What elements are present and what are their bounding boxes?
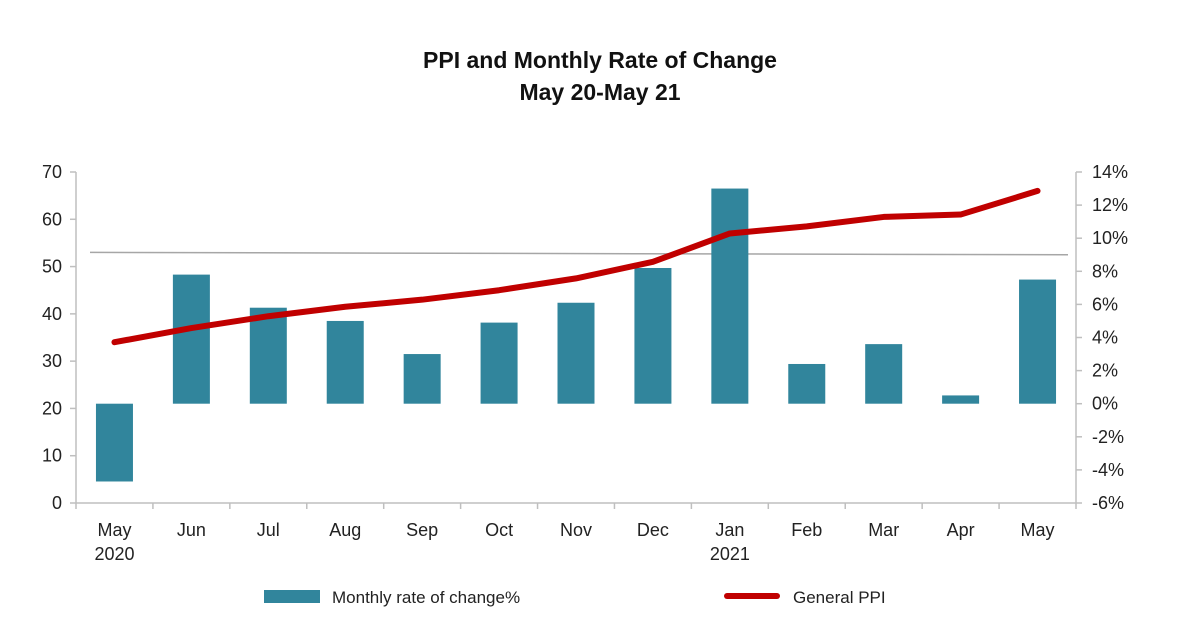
bar-monthly-rate (711, 188, 749, 404)
bar-monthly-rate (865, 344, 903, 404)
y-right-tick-label: 6% (1092, 294, 1118, 314)
bars-group (95, 188, 1057, 482)
y-left-tick-label: 40 (42, 304, 62, 324)
chart-title-block: PPI and Monthly Rate of Change May 20-Ma… (0, 44, 1200, 108)
x-tick-labels-group: May 2020 Jun Jul Aug Sep Oct Nov Dec Jan 2021 Feb Ma… (94, 520, 1054, 564)
x-tick-label: Jan 2021 (710, 520, 750, 564)
bar-monthly-rate (557, 302, 595, 404)
x-tick-label: Feb (791, 520, 822, 540)
y-left-tick-label: 50 (42, 257, 62, 277)
y-right-tick-label: 10% (1092, 228, 1128, 248)
x-tick-label: May 2020 (94, 520, 134, 564)
y-right-tick-label: 8% (1092, 261, 1118, 281)
legend-swatch-monthly-rate (264, 590, 320, 603)
reference-line-group (89, 251, 1069, 256)
y-left-tick-label: 20 (42, 398, 62, 418)
legend-group: Monthly rate of change% General PPI (264, 588, 886, 607)
reference-line (89, 251, 1069, 256)
y-right-tick-label: -6% (1092, 493, 1124, 513)
legend-label-general-ppi: General PPI (793, 588, 886, 607)
bar-monthly-rate (326, 320, 364, 404)
x-tick-label: Aug (329, 520, 361, 540)
x-tick-label: May (1021, 520, 1055, 540)
bar-monthly-rate (788, 363, 826, 404)
x-tick-label: Mar (868, 520, 899, 540)
x-tick-label: Dec (637, 520, 669, 540)
legend-label-monthly-rate: Monthly rate of change% (332, 588, 520, 607)
bar-monthly-rate (172, 274, 210, 404)
y-left-tick-label: 60 (42, 209, 62, 229)
axes-group: 0 10 20 30 40 50 60 70 -6% -4% -2% 0% 2% 4% 6% 8% 10% 12%… (42, 162, 1128, 513)
bar-monthly-rate (249, 307, 287, 404)
y-left-tick-label: 30 (42, 351, 62, 371)
y-right-tick-label: 14% (1092, 162, 1128, 182)
chart-subtitle: May 20-May 21 (519, 79, 681, 105)
y-left-tick-label: 70 (42, 162, 62, 182)
y-right-tick-label: -4% (1092, 460, 1124, 480)
line-group (111, 187, 1041, 346)
bar-monthly-rate (480, 322, 518, 404)
bar-monthly-rate (942, 395, 980, 404)
x-tick-label: Nov (560, 520, 592, 540)
y-right-tick-label: 0% (1092, 394, 1118, 414)
bar-monthly-rate (403, 354, 441, 404)
y-left-tick-label: 10 (42, 446, 62, 466)
y-left-tick-label: 0 (52, 493, 62, 513)
bar-monthly-rate (634, 267, 672, 404)
y-right-tick-label: 2% (1092, 361, 1118, 381)
x-tick-label: Oct (485, 520, 513, 540)
bar-monthly-rate (95, 403, 133, 482)
y-right-tick-label: -2% (1092, 427, 1124, 447)
y-right-tick-label: 12% (1092, 195, 1128, 215)
y-right-tick-label: 4% (1092, 328, 1118, 348)
chart-title: PPI and Monthly Rate of Change (423, 47, 777, 73)
line-general-ppi (111, 187, 1041, 346)
bar-monthly-rate (1019, 279, 1057, 404)
x-tick-label: Jul (257, 520, 280, 540)
x-tick-label: Sep (406, 520, 438, 540)
x-tick-label: Apr (947, 520, 975, 540)
x-tick-label: Jun (177, 520, 206, 540)
